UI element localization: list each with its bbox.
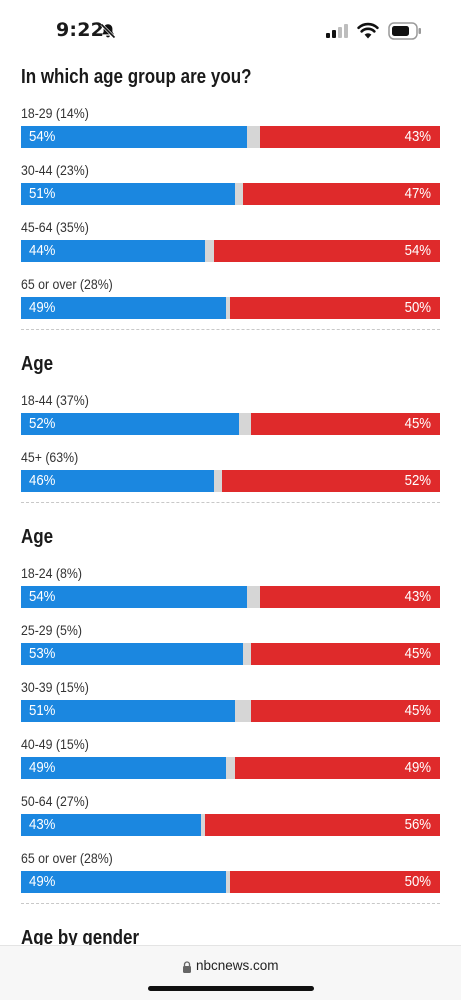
section-title: Age xyxy=(21,526,54,548)
result-bar: 53% 45% xyxy=(21,643,440,665)
bar-segment-blue xyxy=(21,183,235,205)
result-bar: 46% 52% xyxy=(21,470,440,492)
result-bar: 43% 56% xyxy=(21,814,440,836)
row-label: 30-39 (15%) xyxy=(21,679,89,695)
row-label: 65 or over (28%) xyxy=(21,850,113,866)
result-bar: 49% 50% xyxy=(21,297,440,319)
bar-segment-blue xyxy=(21,643,243,665)
row-label: 18-24 (8%) xyxy=(21,565,82,581)
red-percent: 50% xyxy=(404,873,431,890)
row-label: 30-44 (23%) xyxy=(21,162,89,178)
result-bar: 54% 43% xyxy=(21,586,440,608)
bar-segment-blue xyxy=(21,413,239,435)
bar-segment-blue xyxy=(21,814,201,836)
result-bar: 49% 50% xyxy=(21,871,440,893)
red-percent: 49% xyxy=(404,759,431,776)
blue-percent: 43% xyxy=(29,816,56,833)
row-label: 45-64 (35%) xyxy=(21,219,89,235)
blue-percent: 54% xyxy=(29,128,56,145)
bar-segment-blue xyxy=(21,126,247,148)
row-label: 18-44 (37%) xyxy=(21,392,89,408)
bar-segment-red xyxy=(260,126,440,148)
red-percent: 45% xyxy=(404,645,431,662)
section-title: Age xyxy=(21,353,54,375)
bar-segment-blue xyxy=(21,757,226,779)
row-label: 65 or over (28%) xyxy=(21,276,113,292)
red-percent: 56% xyxy=(404,816,431,833)
bar-segment-red xyxy=(235,757,440,779)
bar-segment-red xyxy=(222,470,440,492)
section-divider xyxy=(21,903,440,904)
result-bar: 51% 45% xyxy=(21,700,440,722)
red-percent: 52% xyxy=(404,472,431,489)
cellular-signal-icon xyxy=(326,24,348,38)
bar-segment-blue xyxy=(21,871,226,893)
results-content[interactable]: In which age group are you? 18-29 (14%) 54… xyxy=(0,0,461,945)
blue-percent: 49% xyxy=(29,299,56,316)
blue-percent: 54% xyxy=(29,588,56,605)
bar-segment-blue xyxy=(21,700,235,722)
blue-percent: 44% xyxy=(29,242,56,259)
bar-segment-red xyxy=(230,297,440,319)
red-percent: 45% xyxy=(404,702,431,719)
battery-icon xyxy=(388,22,421,40)
bar-segment-red xyxy=(260,586,440,608)
bar-segment-red xyxy=(243,183,440,205)
result-bar: 51% 47% xyxy=(21,183,440,205)
result-bar: 52% 45% xyxy=(21,413,440,435)
red-percent: 45% xyxy=(404,415,431,432)
blue-percent: 49% xyxy=(29,873,56,890)
result-bar: 49% 49% xyxy=(21,757,440,779)
blue-percent: 52% xyxy=(29,415,56,432)
row-label: 50-64 (27%) xyxy=(21,793,89,809)
bar-segment-red xyxy=(251,643,440,665)
section-divider xyxy=(21,329,440,330)
section-divider xyxy=(21,502,440,503)
home-indicator[interactable] xyxy=(148,986,314,991)
red-percent: 50% xyxy=(404,299,431,316)
red-percent: 43% xyxy=(404,588,431,605)
bar-segment-red xyxy=(214,240,440,262)
bar-segment-red xyxy=(251,413,440,435)
status-time: 9:22 xyxy=(56,19,105,41)
red-percent: 54% xyxy=(404,242,431,259)
result-bar: 44% 54% xyxy=(21,240,440,262)
blue-percent: 46% xyxy=(29,472,56,489)
bell-slash-icon xyxy=(100,23,116,39)
bar-segment-red xyxy=(205,814,440,836)
red-percent: 47% xyxy=(404,185,431,202)
bar-segment-red xyxy=(251,700,440,722)
bar-segment-blue xyxy=(21,586,247,608)
section-title: In which age group are you? xyxy=(21,66,252,88)
browser-url-bar[interactable]: nbcnews.com xyxy=(0,945,461,1000)
bar-segment-blue xyxy=(21,470,214,492)
result-bar: 54% 43% xyxy=(21,126,440,148)
row-label: 25-29 (5%) xyxy=(21,622,82,638)
lock-icon xyxy=(183,961,191,973)
url-text[interactable]: nbcnews.com xyxy=(196,958,279,973)
row-label: 45+ (63%) xyxy=(21,449,79,465)
red-percent: 43% xyxy=(404,128,431,145)
bar-segment-blue xyxy=(21,297,226,319)
status-bar: 9:22 xyxy=(0,0,461,62)
bar-segment-blue xyxy=(21,240,205,262)
bar-segment-red xyxy=(230,871,440,893)
blue-percent: 49% xyxy=(29,759,56,776)
row-label: 18-29 (14%) xyxy=(21,105,89,121)
blue-percent: 51% xyxy=(29,185,56,202)
row-label: 40-49 (15%) xyxy=(21,736,89,752)
blue-percent: 51% xyxy=(29,702,56,719)
section-title: Age by gender xyxy=(21,927,140,945)
wifi-icon xyxy=(357,22,379,39)
blue-percent: 53% xyxy=(29,645,56,662)
